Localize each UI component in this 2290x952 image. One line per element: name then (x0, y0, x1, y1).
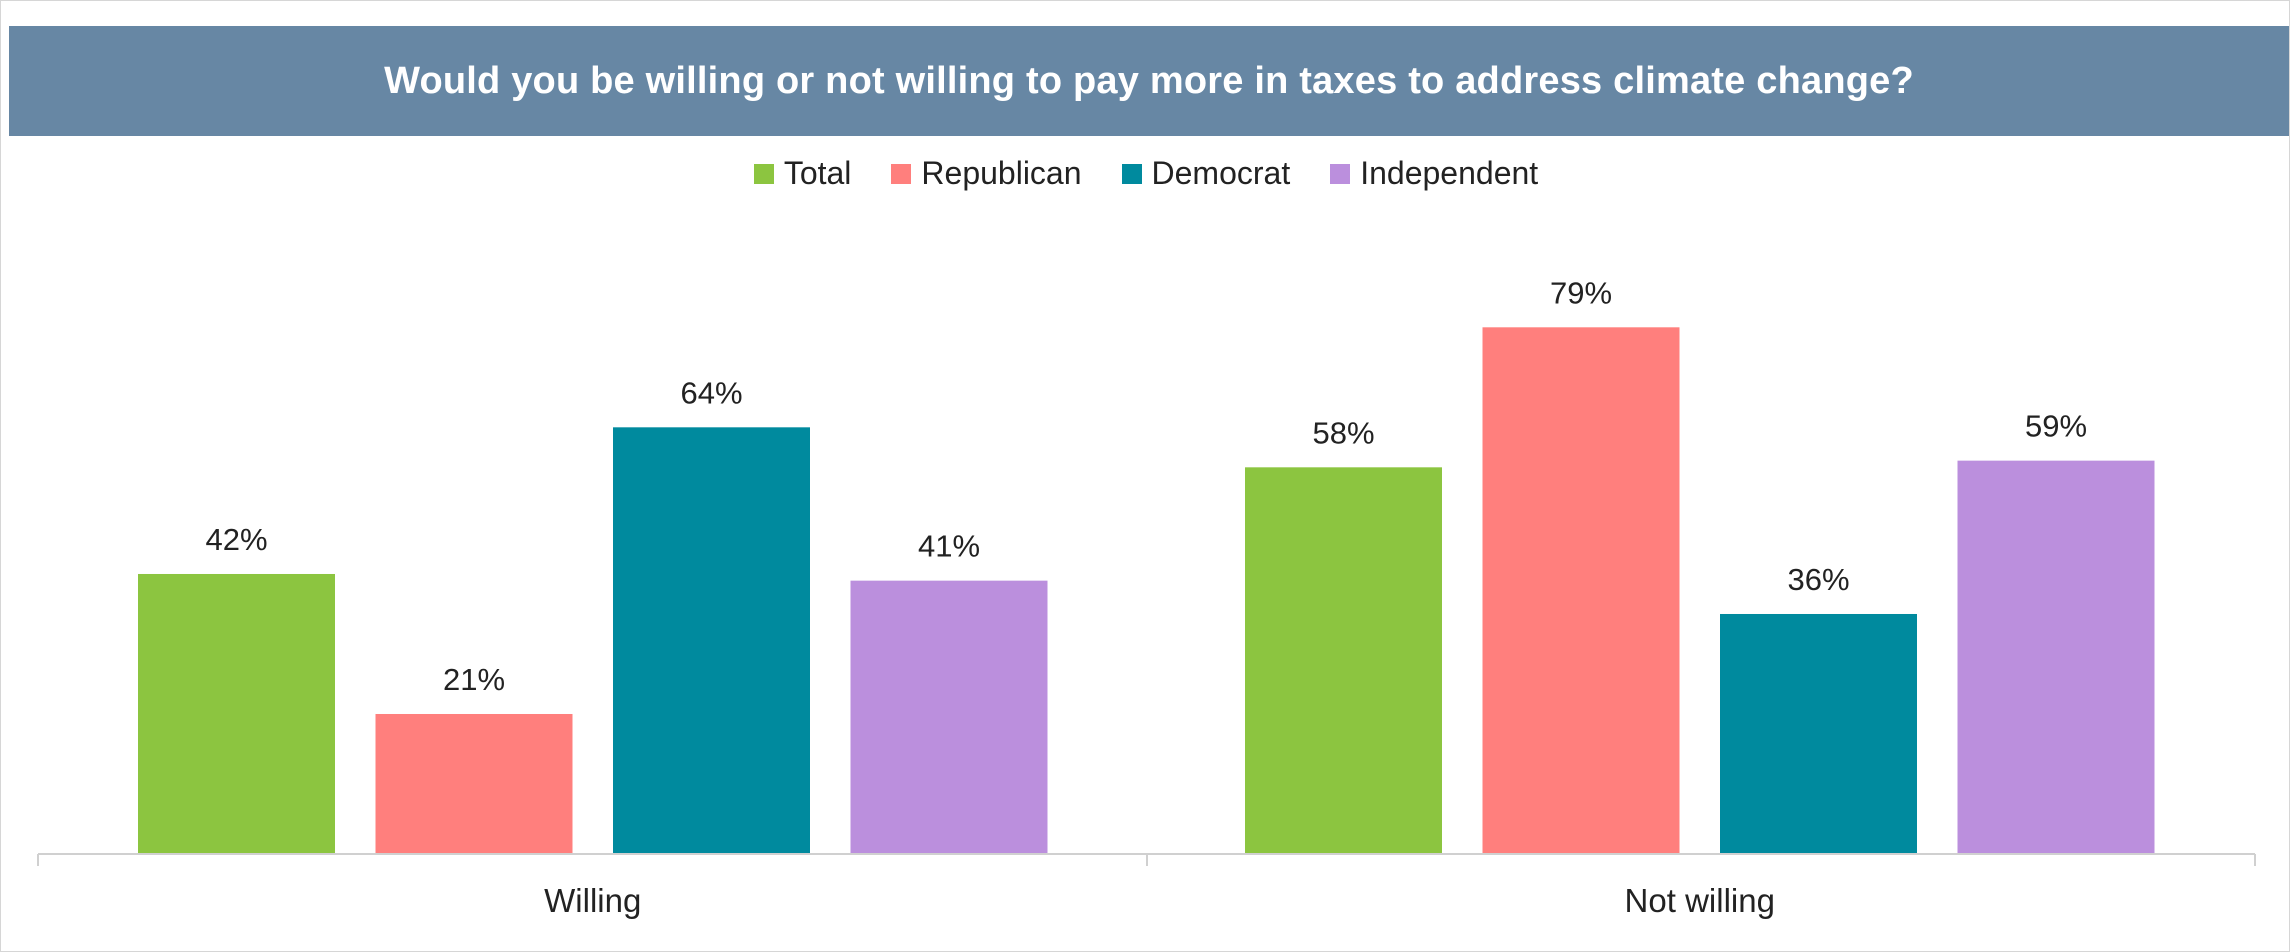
bar-willing-democrat (613, 427, 810, 854)
category-label-not-willing: Not willing (1625, 882, 1775, 919)
bar-willing-independent (850, 580, 1048, 854)
legend-item-independent: Independent (1330, 155, 1538, 192)
bar-willing-republican (375, 713, 573, 854)
legend-item-republican: Republican (891, 155, 1082, 192)
legend-item-democrat: Democrat (1121, 155, 1291, 192)
legend-swatch-democrat (1121, 163, 1142, 184)
legend-label-democrat: Democrat (1151, 155, 1291, 191)
legend-swatch-independent (1330, 163, 1351, 184)
legend-swatch-republican (891, 163, 912, 184)
data-label-willing-total: 42% (205, 522, 267, 557)
legend: Total Republican Democrat Independent (1, 155, 2290, 192)
bar-not-willing-democrat (1720, 613, 1917, 854)
legend-swatch-total (753, 163, 774, 184)
data-label-not-willing-republican: 79% (1550, 275, 1612, 310)
legend-label-independent: Independent (1360, 155, 1539, 191)
bar-not-willing-total (1245, 467, 1442, 854)
data-label-not-willing-total: 58% (1312, 415, 1374, 450)
data-label-willing-independent: 41% (918, 529, 980, 564)
legend-label-total: Total (783, 155, 852, 191)
title-bar: Would you be willing or not willing to p… (9, 26, 2289, 136)
bar-willing-total (138, 573, 335, 854)
data-label-willing-democrat: 64% (680, 375, 742, 410)
chart-title: Would you be willing or not willing to p… (384, 59, 1914, 102)
data-label-not-willing-democrat: 36% (1787, 562, 1849, 597)
bar-not-willing-republican (1482, 327, 1680, 854)
data-label-willing-republican: 21% (443, 662, 505, 697)
legend-label-republican: Republican (921, 155, 1082, 191)
bar-not-willing-independent (1957, 460, 2155, 854)
data-label-not-willing-independent: 59% (2025, 409, 2087, 444)
category-label-willing: Willing (544, 882, 641, 919)
legend-item-total: Total (753, 155, 852, 192)
